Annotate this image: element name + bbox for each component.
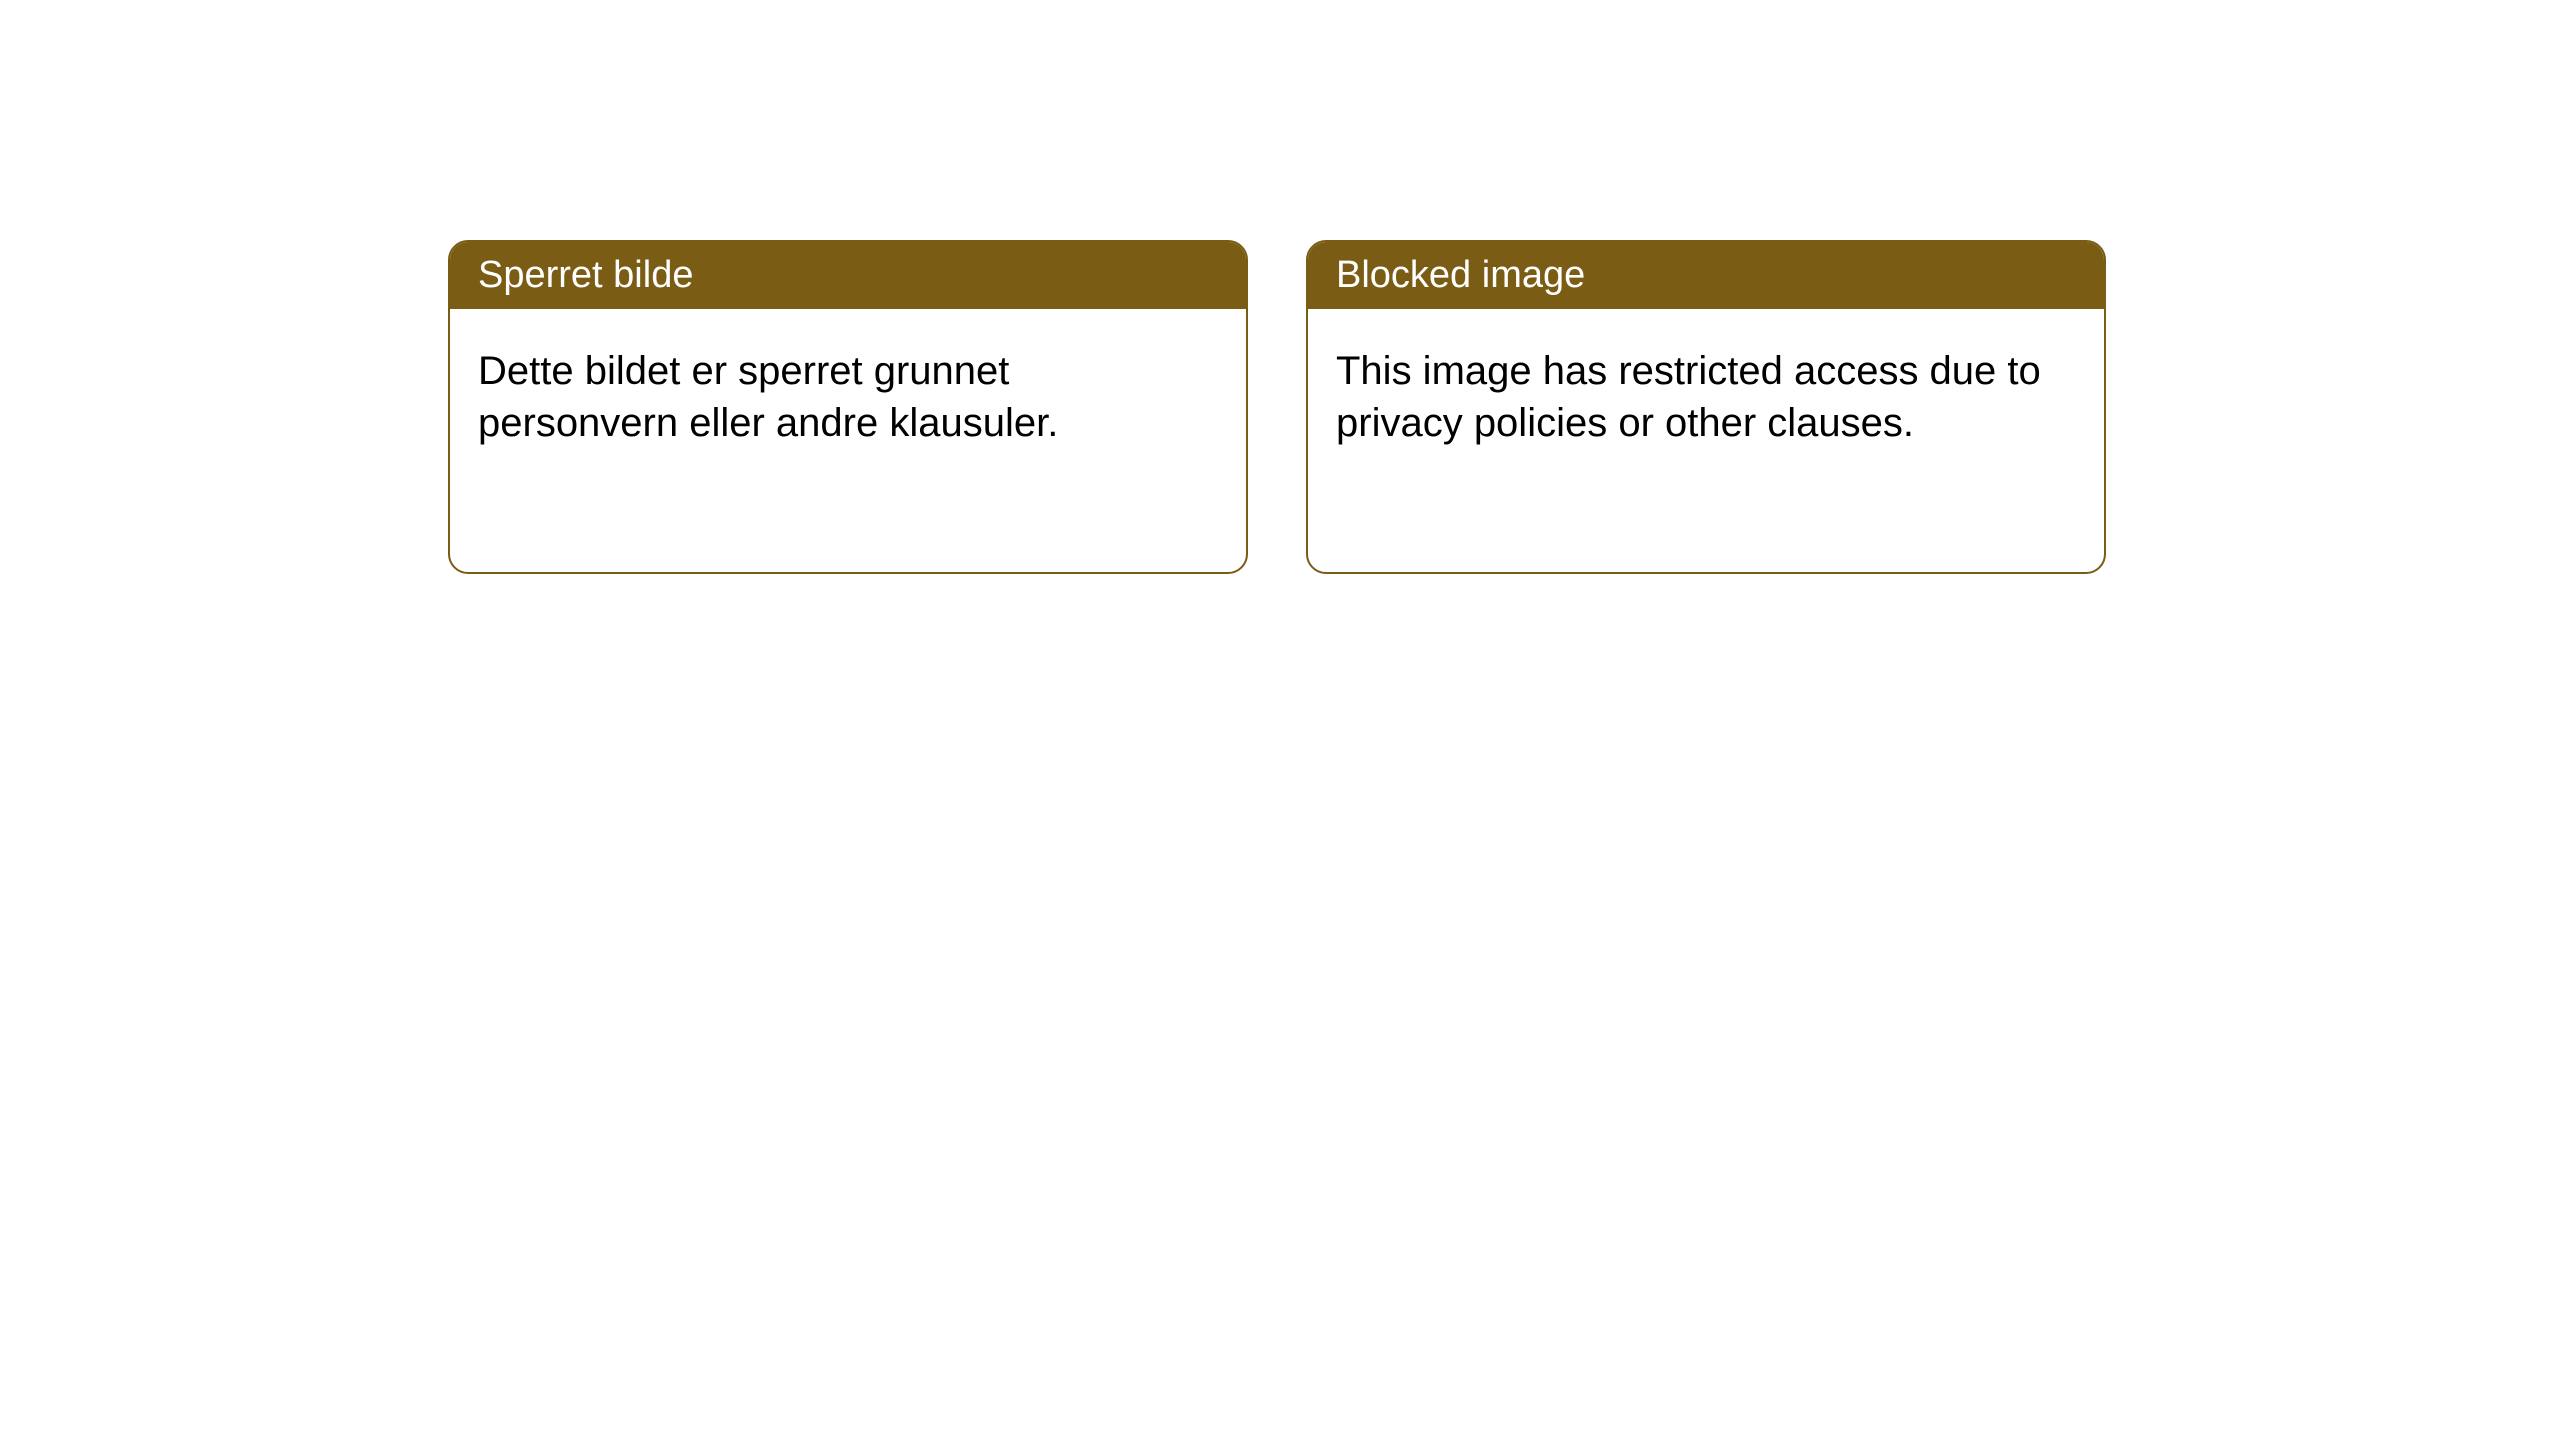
card-body-text: Dette bildet er sperret grunnet personve…	[478, 349, 1058, 445]
card-body: This image has restricted access due to …	[1308, 309, 2104, 485]
card-body: Dette bildet er sperret grunnet personve…	[450, 309, 1246, 485]
notice-container: Sperret bilde Dette bildet er sperret gr…	[448, 240, 2106, 574]
card-title: Blocked image	[1336, 254, 1585, 296]
card-header: Blocked image	[1308, 242, 2104, 309]
card-body-text: This image has restricted access due to …	[1336, 349, 2041, 445]
card-header: Sperret bilde	[450, 242, 1246, 309]
card-title: Sperret bilde	[478, 254, 693, 296]
notice-card-english: Blocked image This image has restricted …	[1306, 240, 2106, 574]
notice-card-norwegian: Sperret bilde Dette bildet er sperret gr…	[448, 240, 1248, 574]
